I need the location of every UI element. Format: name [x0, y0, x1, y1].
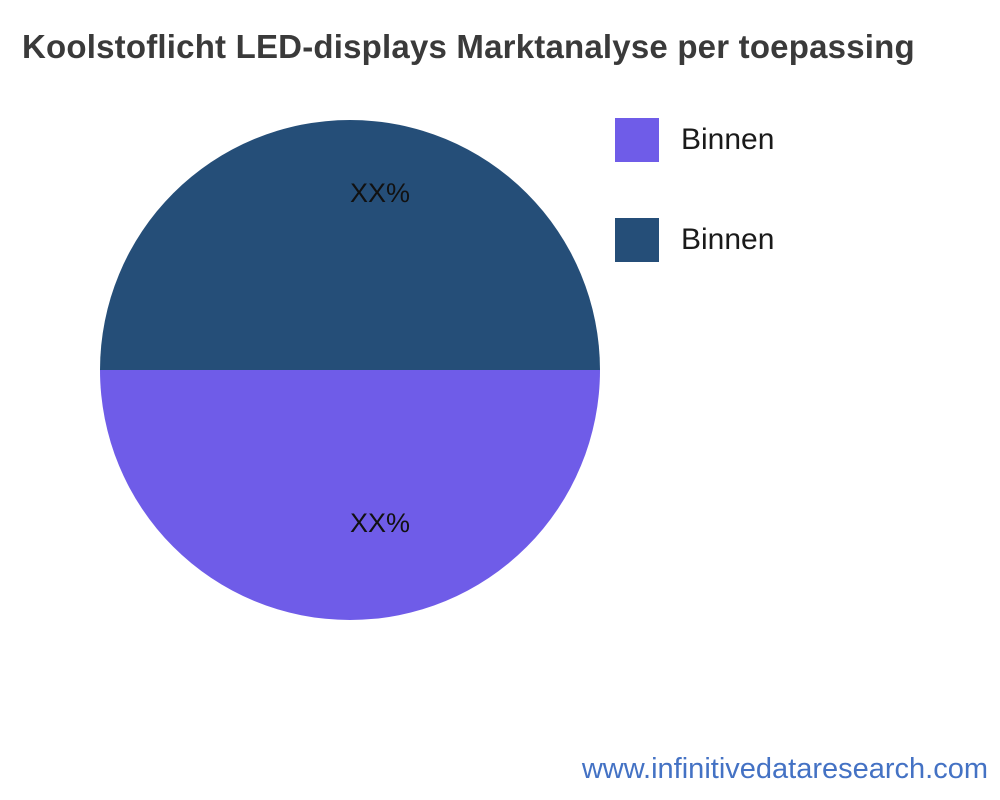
legend-swatch-icon: [615, 218, 659, 262]
legend-item-label: Binnen: [681, 123, 775, 156]
legend-item: Binnen: [615, 218, 774, 262]
legend: Binnen Binnen: [615, 118, 774, 318]
slice-value-label-bottom: XX%: [349, 508, 411, 538]
footer-website-link[interactable]: www.infinitivedataresearch.com: [581, 753, 988, 785]
legend-item-label: Binnen: [681, 223, 775, 256]
chart-title: Koolstoflicht LED-displays Marktanalyse …: [22, 28, 915, 65]
slice-value-label-top: XX%: [349, 178, 411, 208]
pie-chart: XX% XX%: [100, 120, 600, 620]
legend-item: Binnen: [615, 118, 774, 162]
legend-swatch-icon: [615, 118, 659, 162]
